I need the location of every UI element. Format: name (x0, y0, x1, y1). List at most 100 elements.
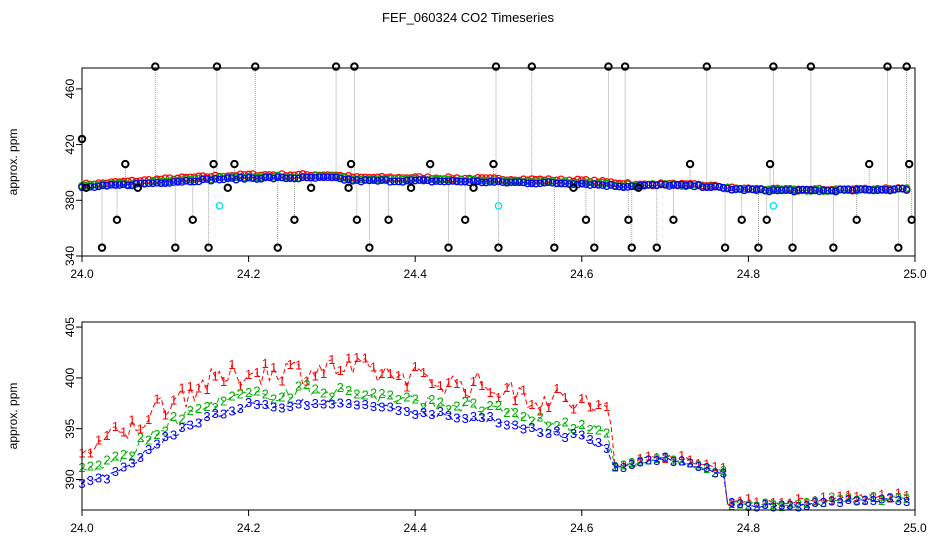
top-point-blue (452, 177, 461, 186)
top-point-blue (811, 186, 819, 195)
top-point-blue (790, 187, 799, 196)
bottom-point-label-1: 1 (137, 422, 144, 437)
top-point-green (586, 178, 594, 186)
bottom-point-label-1: 1 (187, 379, 194, 394)
top-point-blue (673, 181, 682, 189)
bottom-point-label-3: 3 (145, 442, 152, 457)
bottom-point-label-3: 3 (87, 473, 94, 488)
top-point-blue (369, 176, 378, 184)
top-point-blue (669, 181, 678, 189)
bottom-point-label-1: 1 (428, 376, 435, 391)
top-point-outlier (902, 62, 911, 71)
top-point-blue (253, 175, 261, 183)
bottom-point-label-3: 3 (503, 417, 510, 432)
top-point-blue (602, 182, 611, 190)
bottom-point-label-1: 1 (353, 350, 360, 365)
bottom-x-tick-label: 25.0 (903, 521, 927, 535)
bottom-point-label-2: 2 (562, 415, 569, 430)
bottom-point-label-3: 3 (153, 436, 160, 451)
bottom-point-label-2: 2 (703, 461, 710, 476)
bottom-point-label-3: 3 (528, 420, 535, 435)
top-point-blue (119, 180, 128, 189)
bottom-point-label-1: 1 (603, 399, 610, 414)
top-point-outlier (469, 183, 478, 192)
bottom-point-label-1: 1 (170, 393, 177, 408)
top-point-blue (807, 186, 815, 194)
top-point-blue (153, 178, 161, 187)
bottom-point-label-1: 1 (711, 459, 718, 474)
top-point-outlier (550, 243, 559, 252)
top-point-blue (744, 185, 753, 193)
top-point-blue (819, 186, 828, 195)
bottom-point-label-3: 3 (553, 424, 560, 439)
bottom-point-label-3: 3 (328, 396, 335, 411)
bottom-point-label-1: 1 (695, 456, 702, 471)
bottom-point-label-1: 1 (212, 369, 219, 384)
bottom-point-label-2: 2 (362, 387, 369, 402)
top-point-blue (494, 177, 503, 186)
top-point-blue (836, 185, 844, 194)
top-panel-axes: 24.0 24.2 24.4 24.6 24.8 25.0 340 380 420 460 (63, 79, 927, 281)
bottom-point-label-1: 1 (245, 367, 252, 382)
bottom-point-label-2: 2 (95, 457, 102, 472)
bottom-point-label-2: 2 (112, 449, 119, 464)
top-point-blue (677, 180, 686, 189)
top-point-blue (823, 186, 832, 195)
bottom-point-label-2: 2 (728, 498, 735, 513)
bottom-point-label-3: 3 (878, 491, 885, 506)
top-point-blue (348, 176, 357, 185)
top-point-outlier (569, 183, 578, 192)
top-point-blue (315, 173, 324, 182)
bottom-point-label-3: 3 (345, 396, 352, 411)
bottom-point-label-1: 1 (487, 385, 494, 400)
top-point-outlier (762, 215, 771, 224)
top-point-blue (448, 177, 457, 185)
top-point-blue (552, 179, 561, 188)
top-point-blue (294, 174, 303, 183)
bottom-point-label-3: 3 (412, 407, 419, 422)
top-point-outlier (590, 243, 599, 252)
bottom-point-label-1: 1 (895, 485, 902, 500)
top-point-outlier (352, 215, 362, 224)
top-point-blue (361, 176, 370, 184)
bottom-point-label-2: 2 (87, 459, 94, 474)
bottom-point-label-2: 2 (295, 378, 302, 393)
top-point-blue (144, 179, 153, 188)
top-point-green (602, 179, 611, 188)
top-point-blue (398, 178, 407, 186)
top-point-blue (644, 181, 653, 189)
bottom-point-label-3: 3 (545, 426, 552, 441)
bottom-point-label-2: 2 (845, 490, 852, 505)
bottom-point-label-2: 2 (287, 391, 294, 406)
bottom-point-label-3: 3 (537, 425, 544, 440)
bottom-point-label-1: 1 (320, 366, 327, 381)
top-point-blue (436, 177, 445, 186)
bottom-point-label-3: 3 (95, 470, 102, 485)
top-point-outlier (346, 159, 356, 169)
bottom-point-label-1: 1 (203, 382, 210, 397)
top-point-blue (690, 182, 699, 191)
top-point-outlier (212, 62, 222, 71)
top-point-blue (111, 181, 120, 189)
top-x-tick-label: 24.6 (570, 267, 594, 281)
top-point-blue (290, 174, 299, 183)
bottom-point-label-2: 2 (778, 499, 785, 514)
top-point-outlier (151, 62, 160, 71)
top-point-outlier (634, 183, 643, 192)
top-point-red (577, 176, 586, 185)
top-point-blue (736, 184, 744, 193)
bottom-point-label-3: 3 (570, 426, 577, 441)
top-point-blue (378, 176, 386, 184)
bottom-point-label-2: 2 (270, 392, 277, 407)
bottom-point-label-1: 1 (278, 373, 285, 388)
bottom-point-label-2: 2 (420, 400, 427, 415)
bottom-point-label-2: 2 (628, 455, 635, 470)
bottom-point-label-3: 3 (262, 397, 269, 412)
top-point-outlier (604, 62, 613, 71)
top-point-outlier (209, 159, 218, 169)
bottom-point-label-1: 1 (345, 351, 352, 366)
top-point-blue (115, 181, 124, 189)
bottom-point-label-1: 1 (412, 359, 419, 374)
top-point-blue (473, 177, 482, 186)
